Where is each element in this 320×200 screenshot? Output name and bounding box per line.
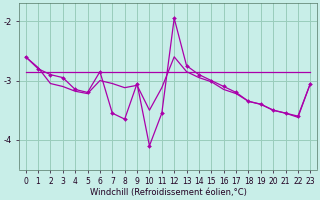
X-axis label: Windchill (Refroidissement éolien,°C): Windchill (Refroidissement éolien,°C) (90, 188, 246, 197)
